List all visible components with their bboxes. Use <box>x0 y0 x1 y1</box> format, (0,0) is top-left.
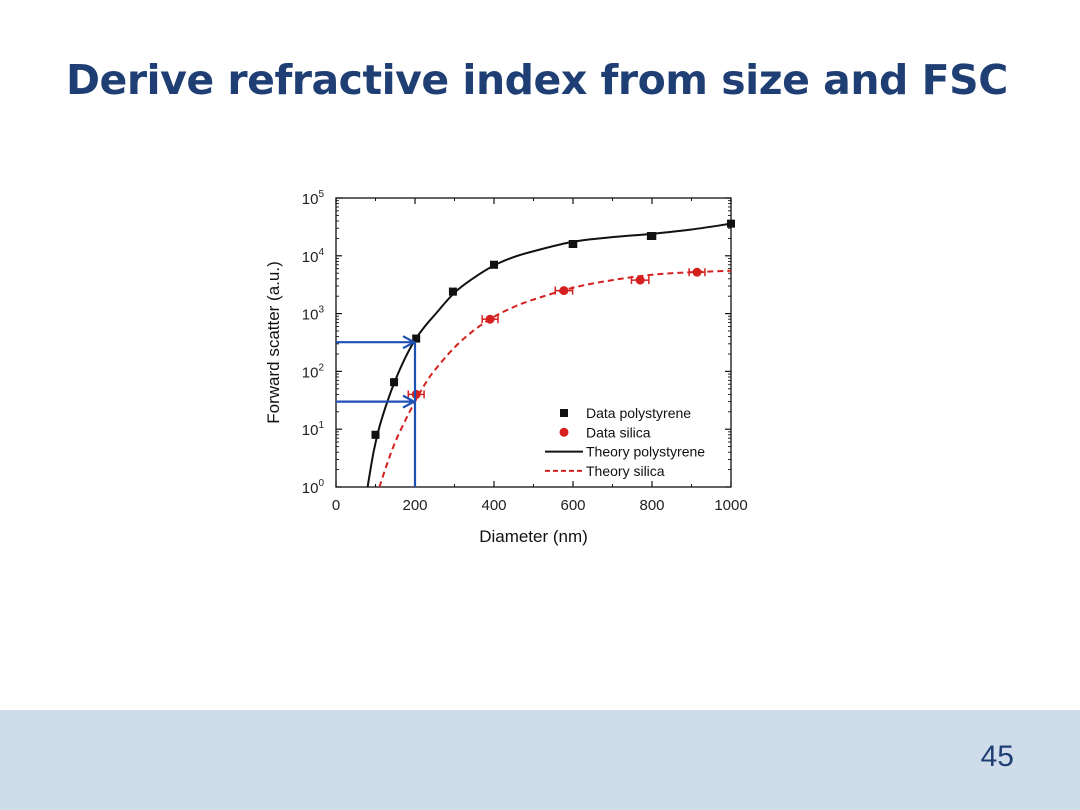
silica-data-point <box>688 267 706 277</box>
legend-entry: Data polystyrene <box>560 405 691 421</box>
polystyrene-data-point <box>646 232 657 241</box>
polystyrene-data-point <box>371 430 380 439</box>
x-tick-label: 0 <box>332 497 340 514</box>
axes-layer: 0 200 400 600 800 1000 100 101 102 103 104 105 Diame… <box>264 189 748 546</box>
polystyrene-data-point <box>568 240 578 249</box>
legend-label: Data polystyrene <box>586 405 691 421</box>
legend-entry: Data silica <box>559 424 651 440</box>
y-tick-label: 102 <box>302 362 325 381</box>
slide-title: Derive refractive index from size and FS… <box>66 56 1008 104</box>
y-tick-label: 105 <box>302 189 325 208</box>
x-tick-label: 1000 <box>714 497 747 514</box>
y-tick-label: 104 <box>302 247 325 266</box>
legend-entry: Theory polystyrene <box>545 444 705 460</box>
x-tick-label: 800 <box>639 497 664 514</box>
legend-circle-marker <box>559 427 569 437</box>
legend-entry: Theory silica <box>545 463 665 479</box>
silica-data-point <box>630 275 650 285</box>
x-tick-label: 200 <box>402 497 427 514</box>
polystyrene-data-point <box>390 378 399 387</box>
polystyrene-data-point <box>490 260 498 269</box>
y-tick-label: 103 <box>302 305 325 324</box>
polystyrene-data-point <box>448 287 457 296</box>
x-tick-label: 600 <box>560 497 585 514</box>
points-layer <box>371 219 735 439</box>
silica-data-point <box>481 314 499 324</box>
x-axis-title: Diameter (nm) <box>479 527 588 546</box>
legend-label: Theory silica <box>586 463 665 479</box>
y-tick-label: 100 <box>302 478 325 497</box>
legend-label: Data silica <box>586 424 651 440</box>
page-number: 45 <box>980 740 1014 773</box>
silica-data-point <box>554 286 574 296</box>
legend: Data polystyrene Data silica Theory polyst… <box>545 405 705 479</box>
legend-label: Theory polystyrene <box>586 444 705 460</box>
annotation-layer <box>336 342 417 487</box>
legend-square-marker <box>560 409 568 417</box>
footer-band <box>0 710 1080 810</box>
theory-silica-curve <box>378 269 731 487</box>
y-axis-title: Forward scatter (a.u.) <box>264 261 283 424</box>
x-tick-label: 400 <box>481 497 506 514</box>
y-tick-label: 101 <box>302 420 325 439</box>
polystyrene-data-point <box>727 219 735 228</box>
